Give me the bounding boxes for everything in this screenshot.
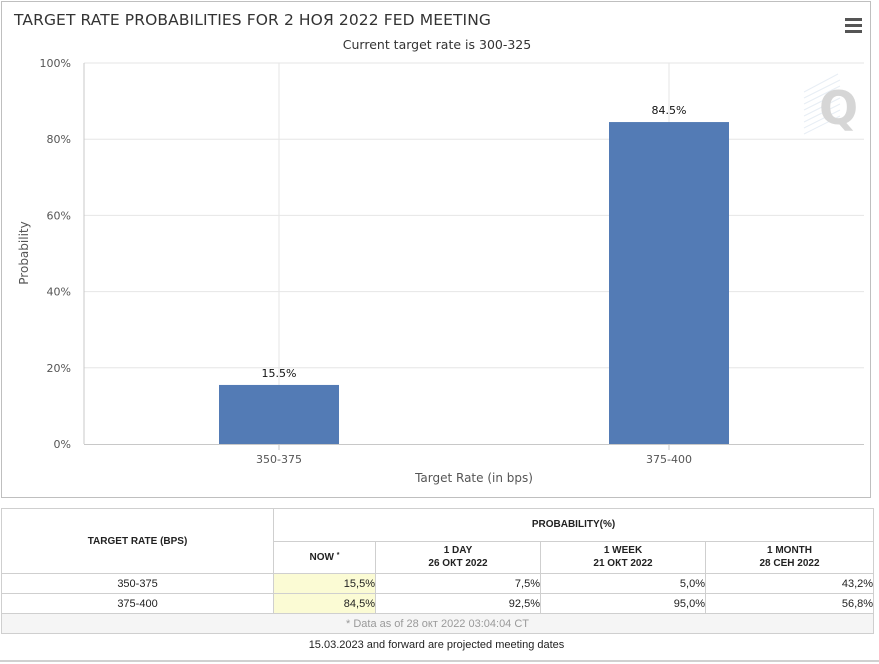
data-timestamp-note: * Data as of 28 окт 2022 03:04:04 CT — [0, 613, 875, 634]
projected-dates-note: 15.03.2023 and forward are projected mee… — [308, 639, 565, 651]
column-period: 1 DAY — [443, 545, 473, 557]
axes: 0% 20% 40% 60% 80% 100% 350-375 375-400 — [40, 57, 864, 466]
one-week-column-header: 1 WEEK 21 ОКТ 2022 — [540, 540, 706, 574]
x-tick-label: 350-375 — [256, 453, 302, 466]
now-value-cell: 84,5% — [273, 593, 376, 614]
chart-title: TARGET RATE PROBABILITIES FOR 2 НОЯ 2022… — [14, 11, 492, 29]
y-tick-label: 100% — [40, 57, 71, 70]
now-asterisk: * — [336, 551, 340, 559]
probability-table: TARGET RATE (BPS) PROBABILITY(%) NOW * 1… — [0, 508, 875, 634]
rate-cell: 375-400 — [1, 593, 274, 614]
data-labels: 15.5% 84.5% — [262, 104, 687, 380]
bars — [219, 122, 729, 445]
q-logo-icon: Q — [803, 73, 858, 135]
table-row: 375-400 84,5% 92,5% 95,0% 56,8% — [1, 593, 875, 614]
y-axis-label: Probability — [17, 221, 31, 284]
one-day-value-cell: 7,5% — [375, 573, 541, 594]
one-day-value-cell: 92,5% — [375, 593, 541, 614]
bar-data-label: 15.5% — [262, 367, 297, 380]
probability-header: PROBABILITY(%) — [272, 508, 875, 542]
one-month-column-header: 1 MONTH 28 СЕН 2022 — [704, 540, 875, 574]
chart-subtitle: Current target rate is 300-325 — [342, 37, 532, 52]
one-week-value-cell: 95,0% — [540, 593, 706, 614]
x-axis-label: Target Rate (in bps) — [414, 471, 533, 485]
column-date: 21 ОКТ 2022 — [593, 558, 653, 570]
now-value-cell: 15,5% — [273, 573, 376, 594]
y-tick-label: 60% — [47, 209, 71, 222]
column-date: 28 СЕН 2022 — [759, 558, 820, 570]
bar — [219, 384, 339, 444]
y-tick-label: 0% — [54, 438, 71, 451]
rate-cell: 350-375 — [1, 573, 274, 594]
one-month-value-cell: 56,8% — [704, 593, 875, 614]
bar — [609, 122, 729, 445]
divider — [0, 660, 879, 662]
x-tick-label: 375-400 — [646, 453, 692, 466]
one-day-column-header: 1 DAY 26 ОКТ 2022 — [375, 540, 541, 574]
table-row: 350-375 15,5% 7,5% 5,0% 43,2% — [1, 573, 875, 594]
y-tick-label: 40% — [47, 286, 71, 299]
hamburger-menu-icon[interactable] — [845, 18, 862, 33]
svg-text:Q: Q — [819, 81, 858, 135]
now-label: NOW — [309, 551, 334, 563]
column-period: 1 MONTH — [767, 545, 813, 557]
bar-chart: Q 15.5% 84.5% 0% 20% 40% 60% 80% 100% 350-375 37… — [17, 57, 864, 485]
y-tick-label: 80% — [47, 133, 71, 146]
probability-table-container: TARGET RATE (BPS) PROBABILITY(%) NOW * 1… — [0, 508, 875, 634]
bar-data-label: 84.5% — [652, 104, 687, 117]
gridlines — [84, 62, 864, 444]
column-period: 1 WEEK — [603, 545, 643, 557]
one-month-value-cell: 43,2% — [704, 573, 875, 594]
y-tick-label: 20% — [47, 362, 71, 375]
target-rate-header: TARGET RATE (BPS) — [1, 508, 274, 574]
chart-container: TARGET RATE PROBABILITIES FOR 2 НОЯ 2022… — [1, 1, 871, 498]
column-date: 26 ОКТ 2022 — [428, 558, 488, 570]
one-week-value-cell: 5,0% — [540, 573, 706, 594]
now-column-header: NOW * — [273, 540, 376, 574]
